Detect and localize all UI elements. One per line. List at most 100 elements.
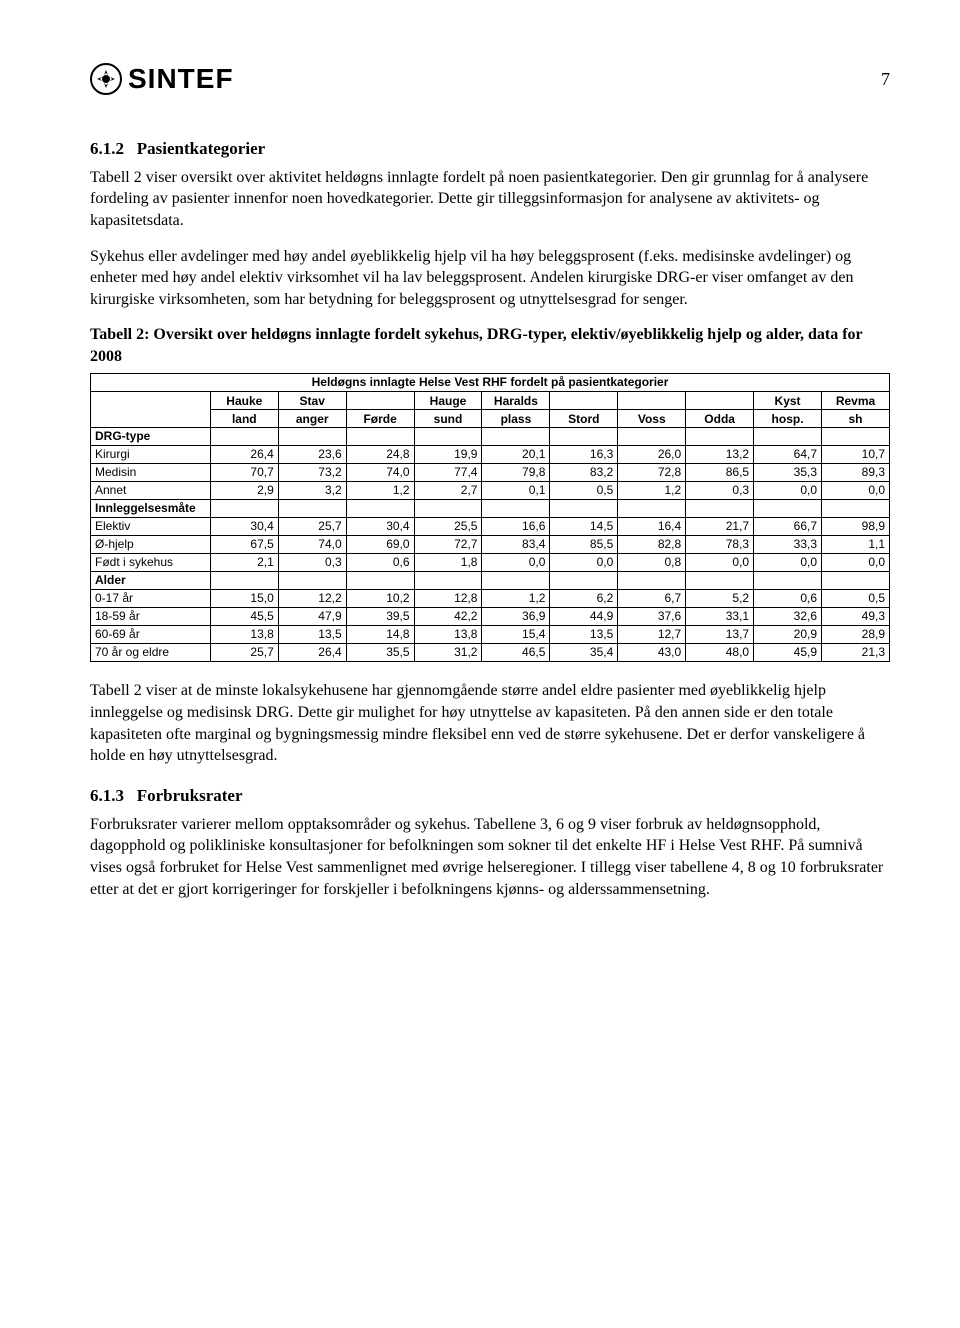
table-cell: 69,0 xyxy=(346,536,414,554)
table-row: Kirurgi26,423,624,819,920,116,326,013,26… xyxy=(91,446,890,464)
col-h1-3: Hauge xyxy=(414,392,482,410)
col-h2-4: plass xyxy=(482,410,550,428)
table-cell: 83,2 xyxy=(550,464,618,482)
col-h2-1: anger xyxy=(278,410,346,428)
table-row-label: Medisin xyxy=(91,464,211,482)
table-cell-empty xyxy=(482,500,550,518)
table-cell-empty xyxy=(346,500,414,518)
table-cell: 20,1 xyxy=(482,446,550,464)
table-group-row: DRG-type xyxy=(91,428,890,446)
section-heading-612: 6.1.2 Pasientkategorier xyxy=(90,138,890,161)
table-cell: 48,0 xyxy=(686,644,754,662)
table-cell: 78,3 xyxy=(686,536,754,554)
table-row-label: Født i sykehus xyxy=(91,554,211,572)
brand-name: SINTEF xyxy=(128,60,234,98)
table-cell-empty xyxy=(210,572,278,590)
table-group-label: DRG-type xyxy=(91,428,211,446)
table-cell: 0,5 xyxy=(550,482,618,500)
table-cell: 33,3 xyxy=(754,536,822,554)
table-cell: 15,4 xyxy=(482,626,550,644)
table-cell: 49,3 xyxy=(822,608,890,626)
table-cell: 1,2 xyxy=(346,482,414,500)
table-caption: Tabell 2: Oversikt over heldøgns innlagt… xyxy=(90,324,890,367)
table-cell: 46,5 xyxy=(482,644,550,662)
section-title: Forbruksrater xyxy=(137,786,243,805)
table-cell: 16,4 xyxy=(618,518,686,536)
table-cell: 10,7 xyxy=(822,446,890,464)
table-cell: 16,6 xyxy=(482,518,550,536)
table-2: Heldøgns innlagte Helse Vest RHF fordelt… xyxy=(90,373,890,662)
col-h1-1: Stav xyxy=(278,392,346,410)
col-h2-2: Førde xyxy=(346,410,414,428)
table-cell-empty xyxy=(618,572,686,590)
table-row: Ø-hjelp67,574,069,072,783,485,582,878,33… xyxy=(91,536,890,554)
table-cell: 1,2 xyxy=(618,482,686,500)
table-cell: 83,4 xyxy=(482,536,550,554)
table-cell-empty xyxy=(618,500,686,518)
table-cell: 25,7 xyxy=(278,518,346,536)
table-cell: 13,5 xyxy=(550,626,618,644)
table-cell: 70,7 xyxy=(210,464,278,482)
table-cell: 1,2 xyxy=(482,590,550,608)
paragraph: Tabell 2 viser oversikt over aktivitet h… xyxy=(90,167,890,232)
table-row: 0-17 år15,012,210,212,81,26,26,75,20,60,… xyxy=(91,590,890,608)
table-cell: 1,1 xyxy=(822,536,890,554)
table-cell-empty xyxy=(278,500,346,518)
logo-icon xyxy=(90,63,122,95)
table-cell: 0,1 xyxy=(482,482,550,500)
table-cell: 14,8 xyxy=(346,626,414,644)
table-cell: 73,2 xyxy=(278,464,346,482)
table-cell: 43,0 xyxy=(618,644,686,662)
table-cell: 25,7 xyxy=(210,644,278,662)
table-cell: 0,6 xyxy=(346,554,414,572)
page-header: SINTEF 7 xyxy=(90,60,890,98)
table-cell: 0,0 xyxy=(482,554,550,572)
table-cell-empty xyxy=(482,428,550,446)
table-cell-empty xyxy=(754,572,822,590)
col-h1-5 xyxy=(550,392,618,410)
table-row: Annet2,93,21,22,70,10,51,20,30,00,0 xyxy=(91,482,890,500)
table-cell-empty xyxy=(618,428,686,446)
table-row-label: 60-69 år xyxy=(91,626,211,644)
table-group-row: Alder xyxy=(91,572,890,590)
col-h1-2 xyxy=(346,392,414,410)
table-header-row-2: land anger Førde sund plass Stord Voss O… xyxy=(91,410,890,428)
table-cell: 20,9 xyxy=(754,626,822,644)
table-cell-empty xyxy=(278,428,346,446)
table-cell-empty xyxy=(686,572,754,590)
table-cell: 35,5 xyxy=(346,644,414,662)
table-supertitle-row: Heldøgns innlagte Helse Vest RHF fordelt… xyxy=(91,374,890,392)
table-row: Elektiv30,425,730,425,516,614,516,421,76… xyxy=(91,518,890,536)
paragraph: Tabell 2 viser at de minste lokalsykehus… xyxy=(90,680,890,766)
table-cell: 6,7 xyxy=(618,590,686,608)
table-cell: 74,0 xyxy=(278,536,346,554)
table-cell: 10,2 xyxy=(346,590,414,608)
table-cell: 3,2 xyxy=(278,482,346,500)
table-cell: 13,7 xyxy=(686,626,754,644)
table-cell: 37,6 xyxy=(618,608,686,626)
table-cell: 23,6 xyxy=(278,446,346,464)
table-body: DRG-typeKirurgi26,423,624,819,920,116,32… xyxy=(91,428,890,662)
table-row-label: 0-17 år xyxy=(91,590,211,608)
table-cell: 0,3 xyxy=(278,554,346,572)
section-number: 6.1.2 xyxy=(90,139,124,158)
table-row-label: Annet xyxy=(91,482,211,500)
table-cell: 79,8 xyxy=(482,464,550,482)
table-cell: 30,4 xyxy=(210,518,278,536)
table-cell-empty xyxy=(210,500,278,518)
table-cell: 1,8 xyxy=(414,554,482,572)
table-cell: 66,7 xyxy=(754,518,822,536)
table-cell-empty xyxy=(686,500,754,518)
section-title: Pasientkategorier xyxy=(137,139,265,158)
col-h1-7 xyxy=(686,392,754,410)
table-cell: 13,5 xyxy=(278,626,346,644)
table-cell: 5,2 xyxy=(686,590,754,608)
table-cell-empty xyxy=(414,500,482,518)
table-row: 60-69 år13,813,514,813,815,413,512,713,7… xyxy=(91,626,890,644)
table-cell-empty xyxy=(414,428,482,446)
table-cell: 72,7 xyxy=(414,536,482,554)
col-h1-4: Haralds xyxy=(482,392,550,410)
table-cell: 86,5 xyxy=(686,464,754,482)
table-cell-empty xyxy=(822,500,890,518)
table-cell: 45,9 xyxy=(754,644,822,662)
